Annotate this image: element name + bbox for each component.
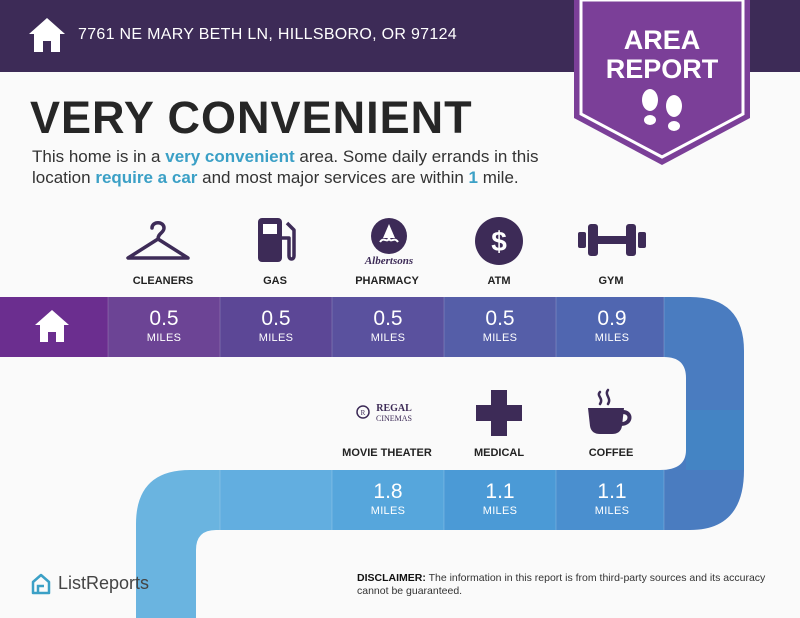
albertsons-logo: Albertsons <box>364 218 413 266</box>
distance-unit: MILES <box>258 332 294 344</box>
home-icon <box>29 18 65 52</box>
regal-logo-text: REGAL <box>376 403 412 414</box>
distance-gym: 0.9 MILES <box>556 297 668 357</box>
property-address: 7761 NE MARY BETH LN, HILLSBORO, OR 9712… <box>78 26 457 43</box>
label-atm: ATM <box>487 275 511 287</box>
area-report-badge <box>574 0 750 165</box>
distance-unit: MILES <box>370 505 406 517</box>
label-movie-theater: MOVIE THEATER <box>342 447 432 459</box>
summary-text-part: mile. <box>478 168 519 187</box>
medical-cross-icon <box>476 390 522 436</box>
cinemas-logo-text: CINEMAS <box>376 414 412 423</box>
label-coffee: COFFEE <box>588 447 634 459</box>
area-report-title: AREA REPORT <box>574 26 750 84</box>
distance-cleaners: 0.5 MILES <box>108 297 220 357</box>
distance-value: 0.5 <box>261 307 291 330</box>
distance-gas: 0.5 MILES <box>220 297 332 357</box>
summary-text-part: area. Some daily errands in this locatio… <box>32 147 539 187</box>
disclaimer: DISCLAIMER: The information in this repo… <box>357 572 777 598</box>
label-gas: GAS <box>263 275 287 287</box>
distance-unit: MILES <box>594 505 630 517</box>
distance-unit: MILES <box>482 505 518 517</box>
badge-line-1: AREA <box>623 25 701 55</box>
distance-value: 0.5 <box>149 307 179 330</box>
label-cleaners: CLEANERS <box>132 275 194 287</box>
distance-value: 0.9 <box>597 307 627 330</box>
distance-unit: MILES <box>482 332 518 344</box>
distance-value: 1.1 <box>485 480 515 503</box>
distance-coffee: 1.1 MILES <box>556 470 668 530</box>
svg-text:R: R <box>361 409 366 417</box>
footprints-icon <box>642 89 682 131</box>
summary-text-part: and most major services are within <box>197 168 469 187</box>
hanger-icon <box>126 221 190 260</box>
summary-text-part: This home is in a <box>32 147 166 166</box>
disclaimer-text: The information in this report is from t… <box>357 572 766 597</box>
dollar-sign: $ <box>491 226 507 257</box>
distance-unit: MILES <box>370 332 406 344</box>
summary-text: This home is in a very convenient area. … <box>32 146 592 188</box>
home-start-icon <box>35 310 69 342</box>
label-gym: GYM <box>598 275 624 287</box>
highlight-car: require a car <box>95 168 198 187</box>
page-title: VERY CONVENIENT <box>30 92 473 143</box>
distance-medical: 1.1 MILES <box>444 470 556 530</box>
label-pharmacy: PHARMACY <box>355 275 419 287</box>
coffee-cup-icon <box>588 388 632 434</box>
gas-pump-icon <box>258 218 296 262</box>
distance-unit: MILES <box>594 332 630 344</box>
distance-value: 1.8 <box>373 480 403 503</box>
distance-value: 0.5 <box>373 307 403 330</box>
listreports-logo-icon <box>31 573 51 595</box>
distance-value: 0.5 <box>485 307 515 330</box>
dollar-icon: $ <box>475 217 523 265</box>
distance-movie-theater: 1.8 MILES <box>332 470 444 530</box>
regal-cinemas-logo: R REGAL CINEMAS <box>356 403 412 423</box>
disclaimer-label: DISCLAIMER: <box>357 572 426 584</box>
highlight-distance: 1 <box>468 168 479 187</box>
highlight-convenient: very convenient <box>165 147 295 166</box>
distance-value: 1.1 <box>597 480 627 503</box>
label-medical: MEDICAL <box>473 447 525 459</box>
dumbbell-icon <box>578 224 646 256</box>
albertsons-logo-text: Albertsons <box>364 255 413 266</box>
distance-unit: MILES <box>146 332 182 344</box>
distance-atm: 0.5 MILES <box>444 297 556 357</box>
badge-line-2: REPORT <box>605 54 719 84</box>
brand-name[interactable]: ListReports <box>58 573 150 593</box>
distance-pharmacy: 0.5 MILES <box>332 297 444 357</box>
